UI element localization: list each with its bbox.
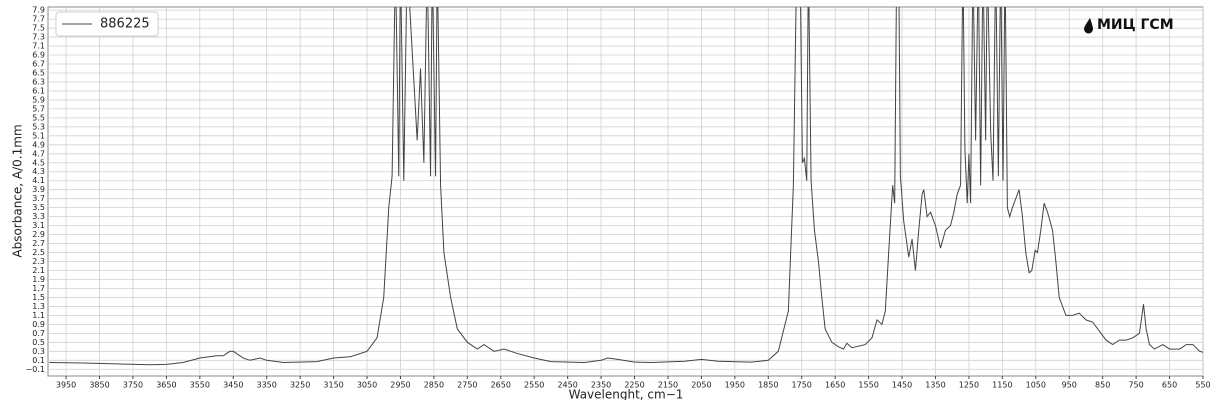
x-tick-label: 1750 (792, 381, 812, 390)
y-tick-label: 5.5 (32, 113, 45, 122)
legend-box (55, 11, 159, 37)
x-tick-label: 2850 (424, 381, 444, 390)
y-tick-label: 1.7 (32, 284, 45, 293)
logo-icon (1084, 18, 1093, 34)
y-tick-label: 3.1 (32, 221, 45, 230)
x-tick-label: 1350 (925, 381, 945, 390)
y-tick-label: 5.9 (32, 95, 45, 104)
x-tick-label: 3450 (223, 381, 243, 390)
x-tick-label: 1050 (1026, 381, 1046, 390)
x-tick-label: 550 (1195, 381, 1210, 390)
y-tick-label: 5.3 (32, 122, 45, 131)
x-tick-label: 2650 (491, 381, 511, 390)
y-tick-label: 5.1 (32, 131, 45, 140)
y-tick-label: 2.1 (32, 266, 45, 275)
y-tick-label: 5.7 (32, 104, 45, 113)
y-axis-label: Absorbance, A/0.1mm (11, 124, 25, 257)
x-tick-label: 1250 (959, 381, 979, 390)
x-tick-label: 3250 (290, 381, 310, 390)
y-tick-label: 7.5 (32, 24, 45, 33)
y-tick-label: 3.9 (32, 185, 45, 194)
x-tick-label: 850 (1095, 381, 1110, 390)
y-tick-label: 6.5 (32, 68, 45, 77)
x-tick-label: 3150 (323, 381, 343, 390)
x-tick-label: 650 (1162, 381, 1177, 390)
y-tick-label: 4.1 (32, 176, 45, 185)
y-tick-label: 1.1 (32, 311, 45, 320)
y-tick-label: 4.7 (32, 149, 45, 158)
y-tick-label: 0.1 (32, 356, 45, 365)
x-tick-label: 2750 (457, 381, 477, 390)
x-tick-label: 2350 (591, 381, 611, 390)
x-tick-label: 950 (1062, 381, 1077, 390)
x-tick-label: 3750 (123, 381, 143, 390)
y-tick-label: 2.5 (32, 248, 45, 257)
x-tick-label: 3650 (156, 381, 176, 390)
y-tick-label: 6.7 (32, 60, 45, 69)
x-tick-label: 2450 (557, 381, 577, 390)
y-tick-label: 7.7 (32, 15, 45, 24)
x-tick-label: 3350 (257, 381, 277, 390)
x-tick-label: 1850 (758, 381, 778, 390)
x-tick-label: 3050 (357, 381, 377, 390)
y-tick-label: 0.5 (32, 338, 45, 347)
x-tick-label: 3550 (190, 381, 210, 390)
x-tick-label: 1150 (992, 381, 1012, 390)
legend-label: 886225 (100, 17, 150, 32)
y-tick-label: 3.3 (32, 212, 45, 221)
x-tick-label: 1450 (892, 381, 912, 390)
y-tick-label: 4.3 (32, 167, 45, 176)
x-tick-label: 2150 (658, 381, 678, 390)
x-tick-label: 3950 (56, 381, 76, 390)
x-tick-label: 2550 (524, 381, 544, 390)
y-tick-label: 6.9 (32, 51, 45, 60)
y-tick-label: 1.3 (32, 302, 45, 311)
x-tick-label: 3850 (89, 381, 109, 390)
y-tick-label: 7.9 (32, 6, 45, 15)
y-tick-label: 3.7 (32, 194, 45, 203)
y-tick-label: 7.3 (32, 33, 45, 42)
y-tick-label: 0.3 (32, 347, 45, 356)
y-tick-label: 2.7 (32, 239, 45, 248)
y-tick-label: 2.3 (32, 257, 45, 266)
x-tick-label: 2250 (624, 381, 644, 390)
x-tick-label: 2050 (691, 381, 711, 390)
y-tick-label: 7.1 (32, 42, 45, 51)
y-tick-label: 2.9 (32, 230, 45, 239)
logo: МИЦ ГСМ (1097, 17, 1174, 33)
x-tick-label: 1650 (825, 381, 845, 390)
y-tick-label: 6.1 (32, 86, 45, 95)
y-tick-label: 0.7 (32, 329, 45, 338)
x-tick-label: 1950 (725, 381, 745, 390)
plot-area (47, 6, 1204, 377)
spectrum-line (49, 7, 1203, 366)
y-tick-label: 6.3 (32, 77, 45, 86)
y-tick-label: 4.9 (32, 140, 45, 149)
y-tick-label: −0.1 (26, 365, 45, 374)
x-axis-label: Wavelenght, cm−1 (569, 388, 684, 401)
y-tick-label: 0.9 (32, 320, 45, 329)
y-tick-label: 1.9 (32, 275, 45, 284)
y-tick-label: 3.5 (32, 203, 45, 212)
x-tick-label: 750 (1128, 381, 1143, 390)
x-tick-label: 1550 (858, 381, 878, 390)
y-tick-label: 1.5 (32, 293, 45, 302)
y-tick-label: 4.5 (32, 158, 45, 167)
x-tick-label: 2950 (390, 381, 410, 390)
